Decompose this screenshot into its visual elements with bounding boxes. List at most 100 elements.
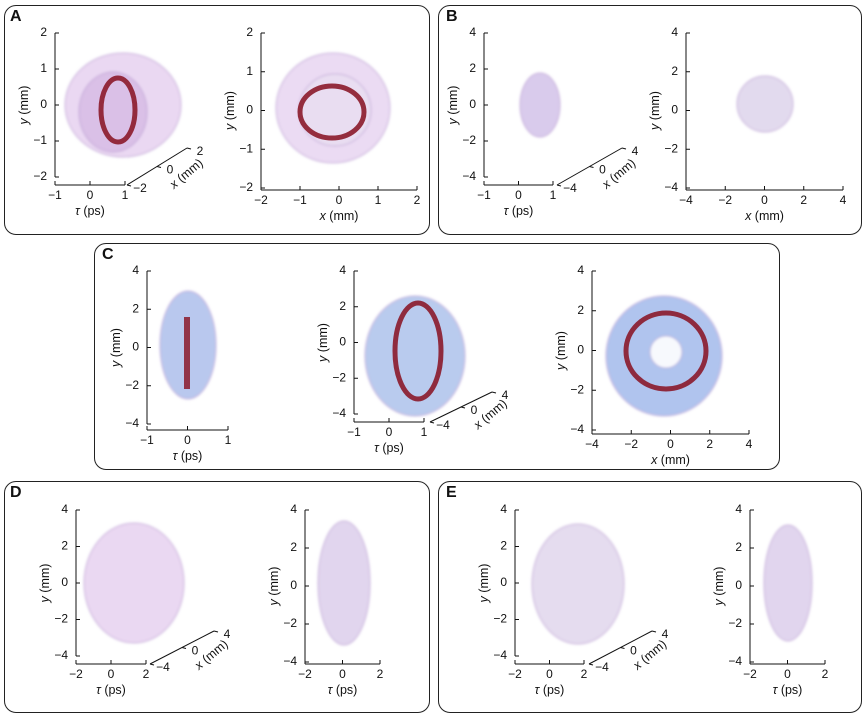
b-2d-x-x-tick-label: 2 <box>800 193 807 207</box>
c3-y-tick-label: 2 <box>577 303 584 317</box>
e-3d-depth-tick-label: 0 <box>630 644 637 658</box>
d-2d-tau-x-axis-label: τ (ps) <box>328 683 358 697</box>
d-3d-depth-tick <box>181 647 187 649</box>
b-3d-depth-tick-label: 4 <box>632 144 639 158</box>
a-3d-depth-tick <box>186 147 192 150</box>
e-3d-tau-x-tick-label: 0 <box>546 667 553 681</box>
d-2d-y-tick-label: −4 <box>283 654 297 668</box>
c2-tau-x-axis-label: τ (ps) <box>374 441 404 455</box>
c2-red-ring <box>392 300 444 402</box>
d-3d-depth-tick <box>149 663 155 666</box>
a-3d-depth-tick-label: −2 <box>133 181 147 195</box>
c1-y-tick-label: 2 <box>132 301 139 315</box>
c2-y-axis-label: y (mm) <box>316 323 330 363</box>
e-2d-y-tick-label: 2 <box>735 540 742 554</box>
e-3d-depth-tick <box>588 663 594 666</box>
d-3d-y-tick-label: −4 <box>54 648 68 662</box>
c2-depth-tick-label: 4 <box>502 388 509 402</box>
c1-red-core <box>184 317 190 389</box>
e-2d-y-tick-label: 4 <box>735 502 742 516</box>
c3-x-x-tick-label: 4 <box>746 437 753 451</box>
a-2d-y-tick-label: 2 <box>246 25 253 39</box>
c3-y-tick-label: 4 <box>577 263 584 277</box>
d-3d-tau-x-tick-label: −2 <box>69 667 83 681</box>
d-3d-y-tick-label: −2 <box>54 612 68 626</box>
d-3d-tau-x-tick-label: 2 <box>143 667 150 681</box>
d-2d-y-tick-label: −2 <box>283 616 297 630</box>
e-3d-y-tick-label: −4 <box>493 648 507 662</box>
e-3d-volume <box>531 523 625 645</box>
d-3d-depth-tick-label: −4 <box>156 660 170 674</box>
d-3d-depth-tick <box>213 630 219 633</box>
b-3d-y-tick-label: 0 <box>469 97 476 111</box>
e-3d-depth-tick-label: 4 <box>662 627 669 641</box>
d-2d-tau-x-tick-label: −2 <box>298 667 312 681</box>
e-2d-tau-x-tick-label: −2 <box>743 667 757 681</box>
a-3d-depth-tick-label: 0 <box>167 163 174 177</box>
e-3d-tau-x-tick-label: −2 <box>508 667 522 681</box>
c1-y-axis-label: y (mm) <box>109 328 123 368</box>
c3-x-x-tick-label: −2 <box>624 437 638 451</box>
d-3d-tau-x-axis-label: τ (ps) <box>96 683 126 697</box>
a-2d-x-x-tick-label: −2 <box>254 193 268 207</box>
b-2d-volume <box>736 75 794 133</box>
c3-x-x-tick-label: −4 <box>585 437 599 451</box>
d-2d-y-tick-label: 0 <box>290 578 297 592</box>
e-2d-volume <box>763 524 813 642</box>
b-2d-y-tick-label: −4 <box>664 180 678 194</box>
panel-label-c: C <box>102 246 114 263</box>
b-3d-y-axis-label: y (mm) <box>446 86 460 126</box>
c3-center-hole <box>649 335 683 369</box>
c3-x-x-tick-label: 0 <box>667 437 674 451</box>
c2-y-tick-label: 4 <box>339 263 346 277</box>
c2-y-tick-label: −2 <box>332 370 346 384</box>
b-3d-volume <box>519 72 561 138</box>
e-3d-depth-tick-label: −4 <box>595 660 609 674</box>
c1-y-tick-label: −4 <box>125 416 139 430</box>
a-3d-tau-x-tick-label: 0 <box>87 188 94 202</box>
a-2d-x-x-tick-label: 2 <box>414 193 421 207</box>
c3-y-tick-label: −4 <box>570 422 584 436</box>
b-3d-y-tick-label: 2 <box>469 61 476 75</box>
a-3d-depth-tick <box>156 166 162 168</box>
d-2d-tau-x-tick-label: 0 <box>339 667 346 681</box>
c2-y-tick-label: 2 <box>339 299 346 313</box>
e-2d-y-axis-label: y (mm) <box>712 567 726 607</box>
d-3d-depth-tick-label: 4 <box>224 627 231 641</box>
a-3d-y-tick-label: −2 <box>33 169 47 183</box>
b-3d-tau-x-axis-label: τ (ps) <box>504 204 534 218</box>
a-3d-y-axis-label: y (mm) <box>17 86 31 126</box>
e-2d-y-tick-label: −2 <box>728 616 742 630</box>
d-3d-volume <box>83 522 185 644</box>
a-3d-tau-x-axis-label: τ (ps) <box>75 204 105 218</box>
b-2d-y-tick-label: −2 <box>664 141 678 155</box>
panel-label-b: B <box>446 8 458 25</box>
a-2d-y-tick-label: 0 <box>246 103 253 117</box>
d-2d-tau-x-tick-label: 2 <box>377 667 384 681</box>
d-3d-y-tick-label: 4 <box>61 502 68 516</box>
b-2d-x-x-tick-label: 0 <box>761 193 768 207</box>
d-3d-y-tick-label: 0 <box>61 575 68 589</box>
a-2d-y-tick-label: 1 <box>246 64 253 78</box>
b-3d-depth-tick-label: −4 <box>563 181 577 195</box>
d-3d-y-axis-label: y (mm) <box>38 564 52 604</box>
c1-tau-x-axis-label: τ (ps) <box>173 449 203 463</box>
b-2d-x-x-axis-label: x (mm) <box>744 209 784 223</box>
c2-depth-tick-label: −4 <box>436 418 450 432</box>
c3-red-ring <box>623 310 709 392</box>
b-3d-depth-tick <box>621 147 627 150</box>
c3-y-axis-label: y (mm) <box>554 331 568 371</box>
a-3d-tau-x-tick-label: 1 <box>122 188 129 202</box>
a-3d-depth-tick-label: 2 <box>197 144 204 158</box>
a-3d-y-tick-label: 1 <box>40 61 47 75</box>
b-3d-depth-tick <box>556 184 562 187</box>
e-2d-y-tick-label: 0 <box>735 578 742 592</box>
d-2d-y-tick-label: 4 <box>290 502 297 516</box>
a-3d-y-tick-label: 0 <box>40 97 47 111</box>
b-2d-x-x-tick-label: 4 <box>840 193 847 207</box>
a-3d-red-ring <box>98 75 138 145</box>
a-2d-x-x-tick-label: 1 <box>375 193 382 207</box>
e-3d-y-tick-label: 4 <box>500 502 507 516</box>
a-2d-y-axis-label: y (mm) <box>223 91 237 131</box>
c2-depth-tick <box>429 421 435 424</box>
